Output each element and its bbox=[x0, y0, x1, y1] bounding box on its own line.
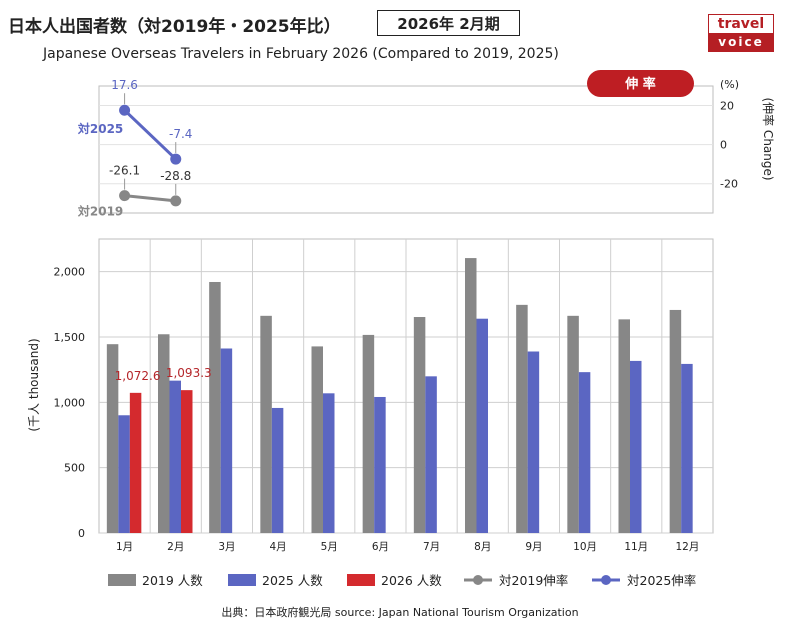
bar-2019-人数 bbox=[516, 304, 528, 533]
legend-label: 対2019伸率 bbox=[499, 573, 568, 588]
legend-swatch bbox=[347, 574, 375, 586]
chart-title: 日本人出国者数（対2019年・2025年比） bbox=[8, 17, 341, 37]
travelvoice-logo: travel voice bbox=[708, 14, 774, 52]
x-tick-label: 4月 bbox=[269, 541, 286, 553]
bar-2025-人数 bbox=[374, 396, 386, 533]
bar-2025-人数 bbox=[681, 363, 693, 533]
y-tick-label: 1,000 bbox=[54, 396, 86, 409]
legend: 2019 人数 2025 人数 2026 人数 対2019伸率 対2025伸率 bbox=[108, 573, 696, 588]
bar-2026-人数 bbox=[129, 392, 142, 533]
chart-subtitle: Japanese Overseas Travelers in February … bbox=[43, 46, 559, 62]
logo-text-voice: voice bbox=[709, 34, 773, 51]
bar-2019-人数 bbox=[618, 319, 630, 533]
bar-2025-人数 bbox=[220, 348, 233, 533]
x-tick-label: 3月 bbox=[218, 541, 235, 553]
bar-2019-人数 bbox=[362, 334, 375, 533]
bar-2019-人数 bbox=[209, 281, 221, 533]
x-tick-label: 5月 bbox=[321, 541, 338, 553]
y-axis-label: (千人 thousand) bbox=[27, 338, 41, 431]
x-tick-label: 1月 bbox=[116, 541, 133, 553]
rate-tick-label: -20 bbox=[720, 178, 738, 191]
period-badge: 2026年 2月期 bbox=[377, 10, 520, 36]
bar-2026-人数 bbox=[181, 390, 193, 533]
rate-point bbox=[170, 195, 182, 207]
rate-data-label: -7.4 bbox=[169, 127, 192, 141]
bar-2025-人数 bbox=[476, 318, 488, 533]
bar-2025-人数 bbox=[578, 372, 591, 533]
legend-swatch-marker bbox=[601, 575, 611, 585]
source-note: 出典：日本政府観光局 source: Japan National Touris… bbox=[221, 606, 579, 619]
rate-line-対2019 bbox=[124, 194, 176, 203]
x-tick-label: 8月 bbox=[474, 541, 491, 553]
rate-line-対2025 bbox=[123, 109, 177, 161]
bar-2019-人数 bbox=[260, 315, 272, 533]
rate-point bbox=[119, 190, 131, 202]
rate-panel: 20 0 -20 (%) (伸率 Change) 伸 率 17.6 -7.4 対2025 -26.… bbox=[77, 70, 776, 219]
legend-label: 2025 人数 bbox=[262, 573, 323, 588]
rate-data-label: -26.1 bbox=[109, 164, 140, 178]
rate-tick-label: 20 bbox=[720, 100, 734, 113]
rate-data-label: -28.8 bbox=[160, 169, 191, 183]
legend-label: 対2025伸率 bbox=[627, 573, 696, 588]
bar-data-label: 1,072.6 bbox=[115, 369, 161, 383]
x-tick-label: 11月 bbox=[624, 541, 648, 553]
x-tick-label: 10月 bbox=[573, 541, 597, 553]
bar-2019-人数 bbox=[413, 317, 426, 533]
bar-2019-人数 bbox=[567, 315, 579, 533]
bar-2019-人数 bbox=[106, 344, 119, 533]
x-tick-label: 9月 bbox=[525, 541, 542, 553]
x-tick-label: 12月 bbox=[675, 541, 699, 553]
y-tick-label: 2,000 bbox=[54, 266, 86, 279]
x-tick-label: 2月 bbox=[167, 541, 184, 553]
legend-label: 2026 人数 bbox=[381, 573, 442, 588]
rate-point bbox=[170, 153, 182, 165]
rate-frame bbox=[98, 85, 714, 214]
rate-tick-label: 0 bbox=[720, 139, 727, 152]
bar-2019-人数 bbox=[158, 334, 170, 533]
legend-swatch bbox=[108, 574, 136, 586]
bar-2025-人数 bbox=[271, 407, 284, 533]
rate-badge bbox=[587, 70, 694, 97]
bar-2025-人数 bbox=[169, 380, 181, 533]
rate-series-label: 対2025 bbox=[77, 121, 123, 136]
rate-point bbox=[119, 104, 131, 116]
bar-2025-人数 bbox=[323, 393, 335, 533]
rate-data-label: 17.6 bbox=[111, 78, 138, 92]
y-tick-label: 0 bbox=[78, 527, 85, 540]
bar-2025-人数 bbox=[425, 376, 437, 533]
rate-unit: (%) bbox=[720, 78, 739, 91]
rate-badge-label: 伸 率 bbox=[624, 76, 656, 92]
logo-text-travel: travel bbox=[709, 15, 773, 34]
x-tick-label: 7月 bbox=[423, 541, 440, 553]
bar-2019-人数 bbox=[465, 258, 477, 533]
bar-2025-人数 bbox=[118, 415, 130, 533]
y-tick-label: 1,500 bbox=[54, 331, 86, 344]
bar-data-label: 1,093.3 bbox=[166, 366, 212, 380]
x-tick-label: 6月 bbox=[372, 541, 389, 553]
bar-2025-人数 bbox=[527, 351, 540, 533]
bar-2019-人数 bbox=[311, 346, 323, 533]
legend-swatch-marker bbox=[473, 575, 483, 585]
rate-axis-label: (伸率 Change) bbox=[761, 97, 776, 180]
y-tick-label: 500 bbox=[64, 462, 85, 475]
rate-series-label: 対2019 bbox=[77, 204, 123, 219]
bar-panel: 0 500 1,000 1,500 2,000 1,072.6 1,093.3 1月 2月 3月 4… bbox=[27, 238, 714, 553]
legend-label: 2019 人数 bbox=[142, 573, 203, 588]
bar-2019-人数 bbox=[669, 309, 682, 533]
legend-swatch bbox=[228, 574, 256, 586]
bar-2025-人数 bbox=[630, 360, 642, 533]
